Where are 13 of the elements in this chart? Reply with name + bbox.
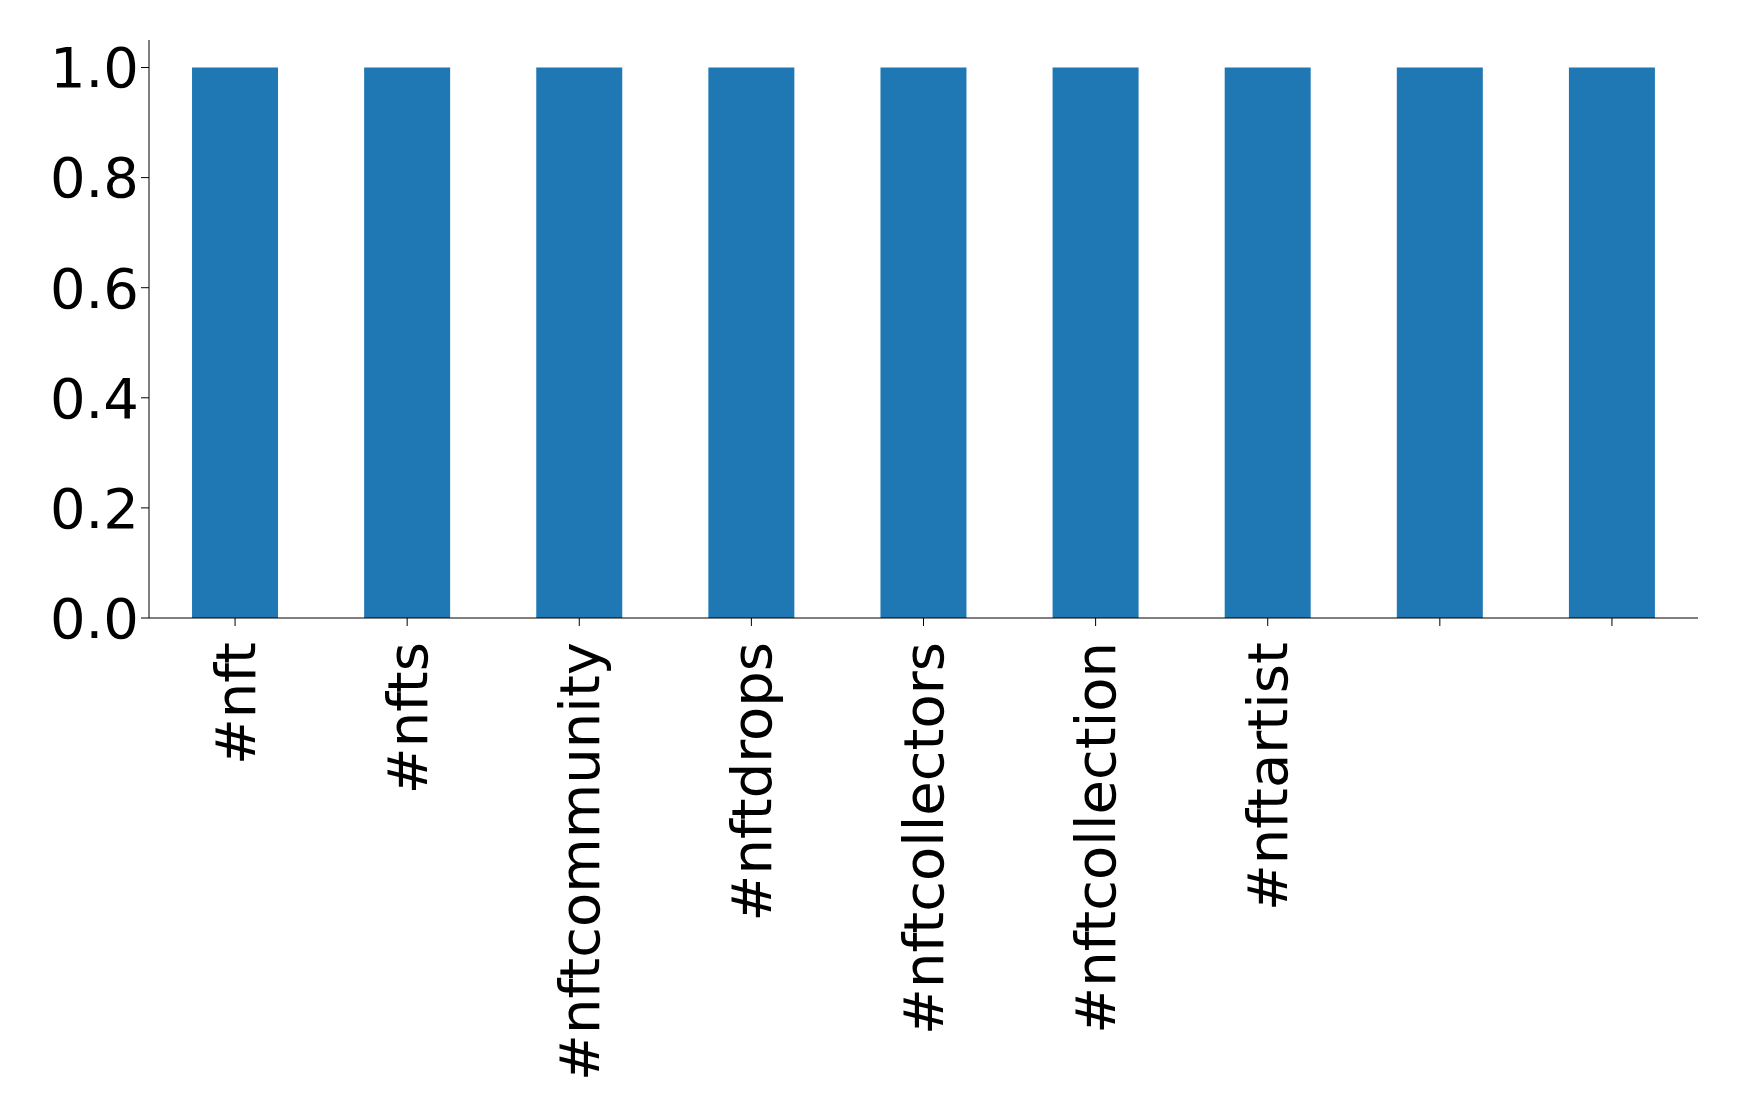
x-tick-label: #nftcommunity [546,642,612,1081]
y-tick-label: 0.6 [49,255,139,321]
y-tick-label: 0.0 [49,585,139,651]
x-tick-label: #nftcollectors [891,642,956,1035]
y-tick-label: 0.8 [49,145,139,211]
x-tick-label: #nft [202,642,268,766]
x-tick-label: #nftcollection [1063,642,1129,1034]
y-tick-label: 0.4 [49,365,139,431]
y-tick-label: 0.2 [49,475,139,541]
x-tick-label: #nftartist [1235,642,1301,912]
y-tick-label: 1.0 [49,35,139,101]
x-tick-label: #nftdrops [718,642,784,922]
x-tick-label: #nfts [374,642,440,795]
